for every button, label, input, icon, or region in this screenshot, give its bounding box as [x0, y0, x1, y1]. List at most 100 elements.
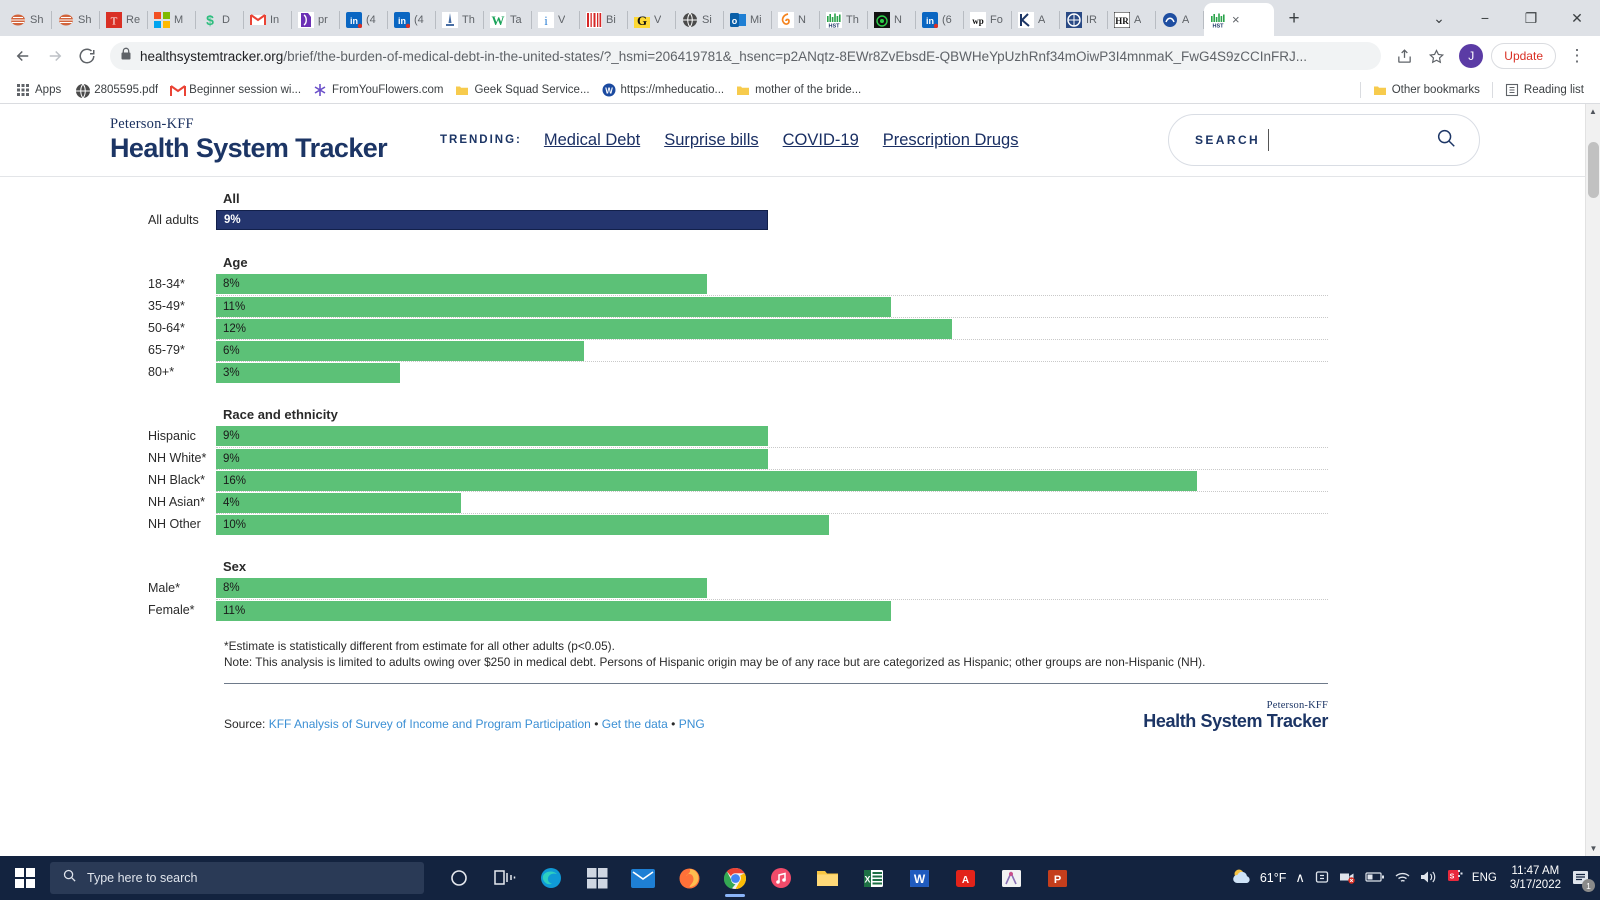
scroll-up-arrow[interactable]: ▲ — [1589, 107, 1597, 116]
volume-icon[interactable] — [1420, 870, 1438, 887]
acrobat-icon[interactable]: A — [946, 858, 984, 898]
bookmark-item-3[interactable]: Geek Squad Service... — [449, 81, 595, 99]
forward-button[interactable] — [40, 41, 70, 71]
bar-row[interactable]: Female* 11% — [148, 599, 1328, 621]
back-button[interactable] — [8, 41, 38, 71]
site-search[interactable]: SEARCH — [1168, 114, 1480, 166]
source-link[interactable]: KFF Analysis of Survey of Income and Pro… — [268, 717, 591, 731]
close-window-button[interactable]: ✕ — [1571, 9, 1583, 26]
powerpoint-icon[interactable]: P — [1038, 858, 1076, 898]
tab-17[interactable]: HST Th — [820, 3, 868, 36]
bar-row[interactable]: 65-79* 6% — [148, 339, 1328, 361]
wifi-icon[interactable] — [1394, 870, 1411, 887]
bar[interactable]: 12% — [216, 318, 952, 339]
battery-icon[interactable] — [1365, 871, 1385, 886]
tab-4[interactable]: $ D — [196, 3, 244, 36]
tab-8[interactable]: in (4 — [388, 3, 436, 36]
tab-6[interactable]: pr — [292, 3, 340, 36]
bar-row[interactable]: 35-49* 11% — [148, 295, 1328, 317]
bar[interactable]: 8% — [216, 578, 707, 598]
nav-link-covid-19[interactable]: COVID-19 — [782, 130, 859, 149]
sticky-notes-icon[interactable]: S — [1447, 869, 1463, 888]
bar[interactable]: 9% — [216, 426, 768, 446]
tab-search-button[interactable]: ⌄ — [1433, 9, 1445, 26]
bar[interactable]: 8% — [216, 274, 707, 294]
mail-icon[interactable] — [624, 858, 662, 898]
tab-2[interactable]: T Re — [100, 3, 148, 36]
bar-row[interactable]: Male* 8% — [148, 577, 1328, 599]
tab-10[interactable]: W Ta — [484, 3, 532, 36]
bookmark-apps[interactable]: Apps — [10, 81, 67, 99]
tab-18[interactable]: N — [868, 3, 916, 36]
bar-row[interactable]: Hispanic 9% — [148, 425, 1328, 447]
tab-16[interactable]: N — [772, 3, 820, 36]
scrollbar-thumb[interactable] — [1588, 142, 1599, 198]
tab-22[interactable]: IR — [1060, 3, 1108, 36]
tab-3[interactable]: M — [148, 3, 196, 36]
bar-row[interactable]: NH Other 10% — [148, 513, 1328, 535]
notification-icon[interactable]: 1 — [1570, 867, 1595, 892]
tab-7[interactable]: in (4 — [340, 3, 388, 36]
profile-avatar[interactable]: J — [1459, 44, 1484, 68]
nav-link-prescription-drugs[interactable]: Prescription Drugs — [882, 130, 1019, 149]
cortana-icon[interactable] — [440, 858, 478, 898]
bar-row[interactable]: 50-64* 12% — [148, 317, 1328, 339]
windows-icon[interactable] — [2, 856, 48, 900]
nav-link-medical-debt[interactable]: Medical Debt — [543, 130, 641, 149]
bar[interactable]: 6% — [216, 340, 584, 361]
bar[interactable]: 9% — [216, 210, 768, 230]
get-the-data-link[interactable]: Get the data — [601, 717, 668, 731]
tab-21[interactable]: A — [1012, 3, 1060, 36]
bookmark-item-2[interactable]: FromYouFlowers.com — [307, 81, 449, 99]
bar[interactable]: 10% — [216, 514, 830, 535]
taskbar-search-input[interactable]: Type here to search — [50, 862, 424, 894]
bar[interactable]: 3% — [216, 362, 400, 383]
update-button[interactable]: Update — [1491, 43, 1556, 69]
site-logo[interactable]: Peterson-KFF Health System Tracker — [110, 116, 440, 163]
bar[interactable]: 16% — [216, 470, 1198, 491]
language-indicator[interactable]: ENG — [1471, 872, 1497, 884]
tab-1[interactable]: Sh — [52, 3, 100, 36]
tab-24[interactable]: A — [1156, 3, 1204, 36]
tab-20[interactable]: wp Fo — [964, 3, 1012, 36]
tab-active-health-system-tracker[interactable]: HST × — [1204, 3, 1274, 36]
microsoft-store-icon[interactable] — [578, 858, 616, 898]
tab-14[interactable]: Si — [676, 3, 724, 36]
bar-row[interactable]: NH White* 9% — [148, 447, 1328, 469]
png-link[interactable]: PNG — [678, 717, 705, 731]
share-button[interactable] — [1389, 41, 1419, 71]
page-scrollbar[interactable]: ▲ ▼ — [1585, 104, 1600, 856]
edge-icon[interactable] — [532, 858, 570, 898]
tab-close-icon[interactable]: × — [1232, 12, 1240, 27]
bookmark-star-icon[interactable] — [1421, 41, 1451, 71]
bar-row[interactable]: NH Asian* 4% — [148, 491, 1328, 513]
bookmark-item-1[interactable]: Beginner session wi... — [164, 81, 307, 99]
file-explorer-icon[interactable] — [808, 858, 846, 898]
reload-button[interactable] — [72, 41, 102, 71]
tab-5[interactable]: In — [244, 3, 292, 36]
tab-0[interactable]: Sh — [4, 3, 52, 36]
bookmark-item-5[interactable]: mother of the bride... — [730, 81, 867, 99]
tab-15[interactable]: o Mi — [724, 3, 772, 36]
itunes-icon[interactable] — [762, 858, 800, 898]
task-view-icon[interactable] — [486, 858, 524, 898]
bar[interactable]: 9% — [216, 448, 768, 469]
bar[interactable]: 4% — [216, 492, 462, 513]
minimize-button[interactable]: − — [1480, 10, 1490, 26]
new-tab-button[interactable]: + — [1288, 8, 1300, 29]
word-icon[interactable]: W — [900, 858, 938, 898]
bar[interactable]: 11% — [216, 296, 891, 317]
bar-row[interactable]: NH Black* 16% — [148, 469, 1328, 491]
chrome-icon[interactable] — [716, 858, 754, 898]
browser-menu-button[interactable]: ⋮ — [1568, 46, 1586, 65]
bar-row[interactable]: All adults 9% — [148, 209, 1328, 231]
firefox-icon[interactable] — [670, 858, 708, 898]
bar-row[interactable]: 18-34* 8% — [148, 273, 1328, 295]
onedrive-icon[interactable] — [1314, 869, 1330, 888]
omnibox[interactable]: healthsystemtracker.org/brief/the-burden… — [110, 42, 1382, 70]
maximize-button[interactable]: ❐ — [1524, 9, 1538, 26]
tab-23[interactable]: HR A — [1108, 3, 1156, 36]
nav-link-surprise-bills[interactable]: Surprise bills — [664, 130, 759, 149]
